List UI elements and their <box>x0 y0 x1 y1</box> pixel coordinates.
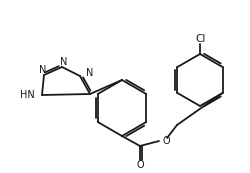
Text: HN: HN <box>20 90 35 100</box>
Text: N: N <box>60 57 68 67</box>
Text: O: O <box>136 160 143 170</box>
Text: Cl: Cl <box>195 34 205 44</box>
Text: N: N <box>39 65 46 75</box>
Text: O: O <box>162 136 170 146</box>
Text: N: N <box>86 68 93 78</box>
